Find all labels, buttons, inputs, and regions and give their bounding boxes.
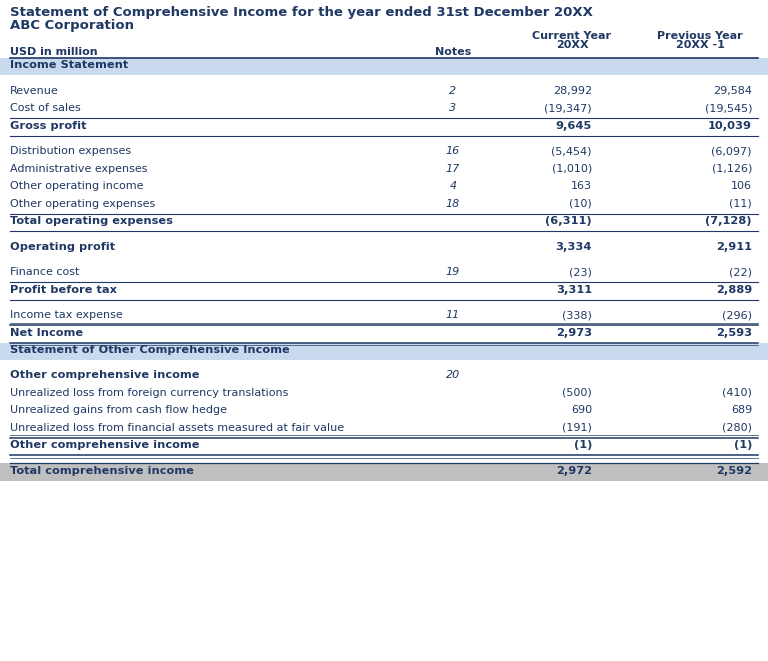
Text: 689: 689 xyxy=(730,405,752,415)
Text: Unrealized gains from cash flow hedge: Unrealized gains from cash flow hedge xyxy=(10,405,227,415)
Text: 2: 2 xyxy=(449,86,456,96)
Text: 10,039: 10,039 xyxy=(708,121,752,131)
Text: 2,593: 2,593 xyxy=(716,328,752,338)
Text: (7,128): (7,128) xyxy=(706,216,752,226)
Text: 18: 18 xyxy=(446,199,460,209)
Text: Gross profit: Gross profit xyxy=(10,121,87,131)
Bar xyxy=(0,58,768,75)
Text: Operating profit: Operating profit xyxy=(10,242,115,252)
Text: Notes: Notes xyxy=(435,47,471,57)
Text: 4: 4 xyxy=(449,181,456,191)
Text: Finance cost: Finance cost xyxy=(10,267,79,277)
Text: Previous Year: Previous Year xyxy=(657,31,743,41)
Text: (22): (22) xyxy=(729,267,752,277)
Text: (280): (280) xyxy=(722,423,752,433)
Text: (1,010): (1,010) xyxy=(551,164,592,174)
Text: Current Year: Current Year xyxy=(532,31,611,41)
Text: ABC Corporation: ABC Corporation xyxy=(10,19,134,32)
Text: 2,911: 2,911 xyxy=(716,242,752,252)
Text: (1): (1) xyxy=(574,440,592,450)
Text: Unrealized loss from financial assets measured at fair value: Unrealized loss from financial assets me… xyxy=(10,423,344,433)
Text: Profit before tax: Profit before tax xyxy=(10,285,117,295)
Text: Cost of sales: Cost of sales xyxy=(10,103,81,113)
Text: Total operating expenses: Total operating expenses xyxy=(10,216,173,226)
Text: Revenue: Revenue xyxy=(10,86,58,96)
Text: Other comprehensive income: Other comprehensive income xyxy=(10,370,200,380)
Text: Statement of Other Comprehensive Income: Statement of Other Comprehensive Income xyxy=(10,345,290,355)
Text: (23): (23) xyxy=(569,267,592,277)
Text: 29,584: 29,584 xyxy=(713,86,752,96)
Text: (191): (191) xyxy=(562,423,592,433)
Text: (6,311): (6,311) xyxy=(545,216,592,226)
Text: 20XX: 20XX xyxy=(556,40,588,50)
Text: (338): (338) xyxy=(562,310,592,320)
Text: (19,347): (19,347) xyxy=(545,103,592,113)
Text: Income Statement: Income Statement xyxy=(10,61,128,71)
Text: 17: 17 xyxy=(446,164,460,174)
Text: 28,992: 28,992 xyxy=(553,86,592,96)
Text: (410): (410) xyxy=(722,388,752,398)
Text: Distribution expenses: Distribution expenses xyxy=(10,146,131,156)
Text: (296): (296) xyxy=(722,310,752,320)
Text: Income tax expense: Income tax expense xyxy=(10,310,123,320)
Text: 20: 20 xyxy=(446,370,460,380)
Text: Unrealized loss from foreign currency translations: Unrealized loss from foreign currency tr… xyxy=(10,388,288,398)
Text: (10): (10) xyxy=(569,199,592,209)
Text: (1,126): (1,126) xyxy=(712,164,752,174)
Bar xyxy=(0,342,768,360)
Text: 690: 690 xyxy=(571,405,592,415)
Text: Other operating income: Other operating income xyxy=(10,181,144,191)
Text: 20XX -1: 20XX -1 xyxy=(676,40,724,50)
Text: 2,973: 2,973 xyxy=(556,328,592,338)
Text: 3,311: 3,311 xyxy=(556,285,592,295)
Text: (11): (11) xyxy=(730,199,752,209)
Bar xyxy=(0,463,768,481)
Text: 2,592: 2,592 xyxy=(716,466,752,476)
Text: 2,889: 2,889 xyxy=(716,285,752,295)
Text: Statement of Comprehensive Income for the year ended 31st December 20XX: Statement of Comprehensive Income for th… xyxy=(10,6,593,19)
Text: Net Income: Net Income xyxy=(10,328,83,338)
Text: (6,097): (6,097) xyxy=(711,146,752,156)
Text: 11: 11 xyxy=(446,310,460,320)
Text: 3: 3 xyxy=(449,103,456,113)
Text: Other operating expenses: Other operating expenses xyxy=(10,199,155,209)
Text: Other comprehensive income: Other comprehensive income xyxy=(10,440,200,450)
Text: USD in million: USD in million xyxy=(10,47,98,57)
Text: 3,334: 3,334 xyxy=(555,242,592,252)
Text: 106: 106 xyxy=(731,181,752,191)
Text: 2,972: 2,972 xyxy=(556,466,592,476)
Text: (19,545): (19,545) xyxy=(704,103,752,113)
Text: (5,454): (5,454) xyxy=(551,146,592,156)
Text: 19: 19 xyxy=(446,267,460,277)
Text: (500): (500) xyxy=(562,388,592,398)
Text: Administrative expenses: Administrative expenses xyxy=(10,164,147,174)
Text: (1): (1) xyxy=(733,440,752,450)
Text: 9,645: 9,645 xyxy=(556,121,592,131)
Text: Total comprehensive income: Total comprehensive income xyxy=(10,466,194,476)
Text: 163: 163 xyxy=(571,181,592,191)
Text: 16: 16 xyxy=(446,146,460,156)
